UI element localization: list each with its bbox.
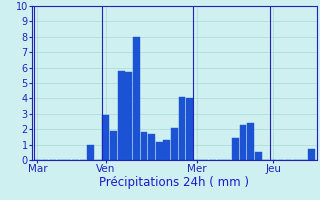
Bar bbox=[179, 97, 186, 160]
Bar bbox=[156, 142, 163, 160]
Bar bbox=[140, 132, 148, 160]
Bar bbox=[110, 131, 117, 160]
X-axis label: Précipitations 24h ( mm ): Précipitations 24h ( mm ) bbox=[100, 176, 249, 189]
Bar bbox=[102, 115, 109, 160]
Bar bbox=[133, 37, 140, 160]
Bar bbox=[163, 140, 170, 160]
Bar bbox=[148, 134, 155, 160]
Bar bbox=[125, 72, 132, 160]
Bar bbox=[308, 149, 315, 160]
Bar bbox=[255, 152, 261, 160]
Bar bbox=[171, 128, 178, 160]
Bar bbox=[87, 145, 94, 160]
Bar bbox=[239, 125, 246, 160]
Bar bbox=[186, 98, 193, 160]
Bar bbox=[118, 71, 124, 160]
Bar bbox=[232, 138, 239, 160]
Bar bbox=[247, 123, 254, 160]
